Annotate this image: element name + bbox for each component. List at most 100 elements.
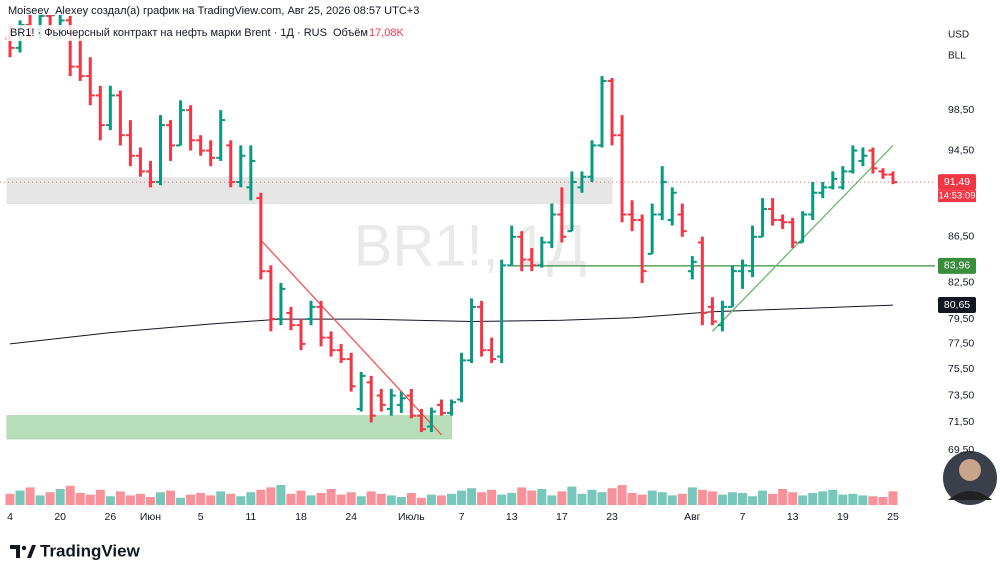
volume-bar <box>236 496 246 505</box>
volume-bar <box>878 497 888 505</box>
volume-bar <box>447 493 456 505</box>
volume-bar <box>587 489 597 505</box>
volume-bar <box>717 494 727 505</box>
x-tick-label: 11 <box>245 511 256 523</box>
volume-bar <box>346 492 356 505</box>
countdown-box <box>938 190 976 203</box>
volume-bar <box>296 490 306 505</box>
y-tick-label: 75,50 <box>948 363 974 375</box>
volume-bar <box>65 485 75 505</box>
volume-bar <box>778 489 788 505</box>
x-tick-label: Июн <box>140 511 161 523</box>
volume-bar <box>467 488 477 505</box>
volume-bar <box>637 494 647 505</box>
volume-last: 17,08K <box>369 27 405 39</box>
volume-bar <box>828 489 838 505</box>
last-price-label: 91,49 <box>944 176 970 188</box>
volume-bar <box>336 494 346 505</box>
volume-bar <box>115 491 125 505</box>
volume-bar <box>577 493 587 505</box>
volume-bar <box>356 496 366 505</box>
symbol-legend: BR1! · Фьючерсный контракт на нефть марк… <box>10 27 327 39</box>
x-tick-label: 17 <box>556 511 568 523</box>
volume-bar <box>105 496 115 505</box>
unit: BLL <box>948 51 966 62</box>
legend-bg <box>6 25 361 41</box>
volume-bar <box>567 486 577 505</box>
volume-bar <box>15 490 25 505</box>
volume-bar <box>727 492 737 505</box>
volume-bar <box>5 493 15 505</box>
y-tick-label: 86,50 <box>948 231 974 243</box>
volume-bar <box>35 495 45 505</box>
chart-title: Moiseev_Alexey создал(а) график на Tradi… <box>8 5 419 17</box>
volume-bar <box>156 492 166 505</box>
x-tick-label: 13 <box>787 511 799 523</box>
volume-bar <box>256 489 266 505</box>
volume-bar <box>677 493 687 505</box>
volume-bar <box>557 491 567 505</box>
volume-bar <box>597 492 607 505</box>
y-tick-label: 71,50 <box>948 416 974 428</box>
volume-bar <box>808 493 818 505</box>
volume-bar <box>186 494 196 505</box>
y-tick-label: 73,50 <box>948 389 974 401</box>
volume-bar <box>748 496 758 505</box>
volume-bar <box>517 487 527 505</box>
level-label: 83,96 <box>944 260 970 272</box>
x-tick-label: Авг <box>684 511 701 523</box>
volume-bar <box>25 487 35 505</box>
volume-bar <box>75 493 85 505</box>
volume-bar <box>45 492 55 505</box>
y-tick-label: 98,50 <box>948 104 974 116</box>
volume-bar <box>507 493 517 505</box>
brand-logo <box>10 545 36 558</box>
x-tick-label: 20 <box>54 511 66 523</box>
x-tick-label: Июль <box>398 511 425 523</box>
x-tick-label: 5 <box>198 511 204 523</box>
y-tick-label: 77,50 <box>948 338 974 350</box>
volume-bar <box>125 495 135 505</box>
volume-bar <box>848 493 858 505</box>
last-price-label-box <box>938 174 976 191</box>
volume-bar <box>627 493 637 505</box>
zone <box>6 177 613 204</box>
volume-bar <box>487 489 497 505</box>
zone <box>6 415 452 440</box>
x-tick-label: 7 <box>459 511 465 523</box>
volume-bar <box>176 497 186 505</box>
volume-bar <box>477 492 487 505</box>
volume-bar <box>607 488 617 505</box>
ma-label: 80,65 <box>944 299 970 311</box>
x-tick-label: 7 <box>740 511 746 523</box>
volume-bar <box>145 497 155 505</box>
volume-bar <box>206 495 216 505</box>
volume-bar <box>457 490 467 505</box>
volume-legend: Объём <box>333 27 368 39</box>
volume-bar <box>687 487 697 505</box>
volume-bar <box>85 494 95 505</box>
volume-bar <box>527 490 537 505</box>
volume-bar <box>707 491 717 505</box>
level-label-box <box>938 257 976 274</box>
volume-bar <box>768 493 778 505</box>
volume-bar <box>396 497 406 505</box>
volume-bar <box>426 494 436 505</box>
volume-bar <box>788 492 798 505</box>
volume-bar <box>216 491 226 505</box>
volume-bar <box>416 497 426 505</box>
currency: USD <box>948 30 969 41</box>
volume-bar <box>657 492 667 505</box>
volume-bar <box>266 487 276 505</box>
x-tick-label: 13 <box>506 511 518 523</box>
volume-bar <box>95 489 105 505</box>
volume-bar <box>286 493 296 505</box>
volume-bar <box>306 495 316 505</box>
volume-bar <box>838 494 848 505</box>
x-tick-label: 19 <box>837 511 849 523</box>
volume-bar <box>226 493 236 505</box>
volume-bar <box>135 493 145 505</box>
volume-bar <box>406 493 416 505</box>
